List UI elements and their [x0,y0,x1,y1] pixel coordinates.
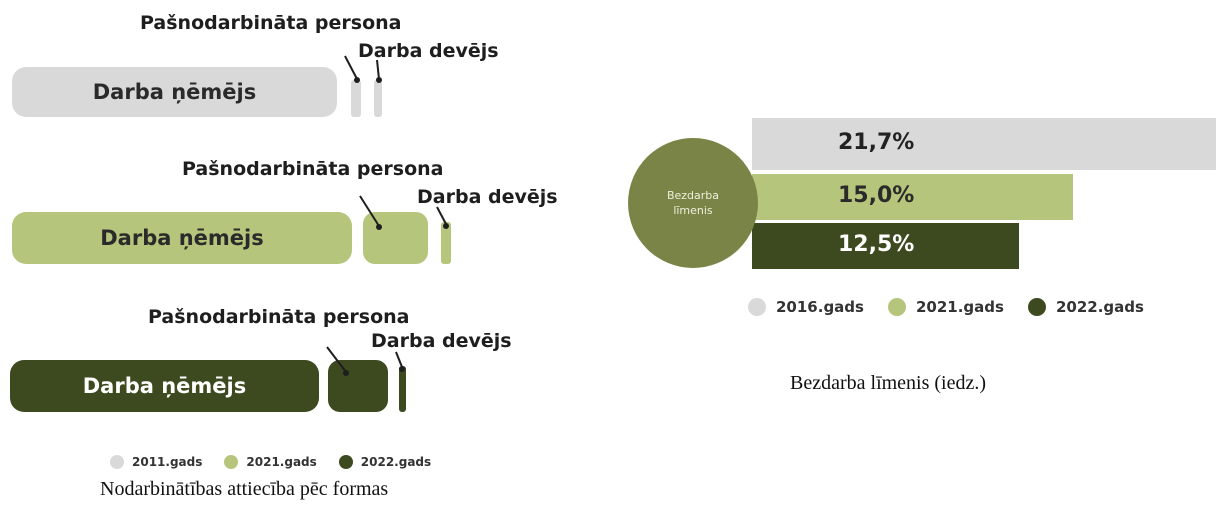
legend-label: 2016.gads [776,298,864,316]
employer-bar [441,222,451,264]
bar-value-label: 21,7% [838,130,915,155]
leader-line [395,351,403,368]
self-employed-bar [351,80,361,117]
unemployment-bar [752,118,1216,170]
self-employed-annotation: Pašnodarbināta persona [182,158,444,180]
legend-label: 2011.gads [132,455,203,469]
left-legend: 2011.gads 2021.gads 2022.gads [110,455,431,469]
self-employed-bar [328,360,388,412]
self-employed-annotation: Pašnodarbināta persona [148,306,410,328]
legend-dot-2021 [224,455,239,469]
employer-bar [399,366,406,412]
leader-line [359,195,380,227]
bar-value-label: 12,5% [838,232,915,257]
leader-dot [376,77,382,83]
left-chart-caption: Nodarbinātības attiecība pēc formas [100,478,389,500]
employer-annotation: Darba devējs [371,330,512,352]
circle-label-line2: līmenis [673,204,713,217]
legend-label: 2022.gads [1055,298,1144,316]
employee-bar: Darba ņēmējs [10,360,319,412]
right-legend: 2016.gads 2021.gads 2022.gads [748,298,1144,316]
leader-dot [399,366,405,372]
legend-label: 2022.gads [360,455,432,469]
unemployment-bar [752,174,1073,220]
leader-dot [443,223,449,229]
leader-line [436,206,447,225]
leader-dot [376,224,382,230]
legend-label: 2021.gads [246,455,317,469]
annotation-leader-lines [326,55,449,376]
unemployment-bar [752,223,1019,269]
leader-line [376,59,380,80]
leader-line [344,55,358,80]
leader-line [326,346,347,373]
legend-dot-2022 [1027,298,1046,316]
leader-dot [343,370,349,376]
self-employed-annotation: Pašnodarbināta persona [140,12,402,34]
legend-dot-2016 [748,298,766,316]
unemployment-circle: Bezdarba līmenis [628,138,758,268]
employer-annotation: Darba devējs [417,186,558,208]
right-chart-caption: Bezdarba līmenis (iedz.) [790,372,987,394]
legend-dot-2022 [338,455,353,469]
bar-value-label: 15,0% [838,183,915,208]
legend-label: 2021.gads [915,298,1004,316]
leader-dot [354,77,360,83]
self-employed-bar [363,212,428,264]
legend-dot-2021 [887,298,906,316]
employer-bar [374,80,382,117]
employee-bar: Darba ņēmējs [12,212,352,264]
employee-bar: Darba ņēmējs [12,67,337,117]
employer-annotation: Darba devējs [358,40,499,62]
legend-dot-2011 [110,455,124,469]
circle-label-line1: Bezdarba [666,189,720,202]
